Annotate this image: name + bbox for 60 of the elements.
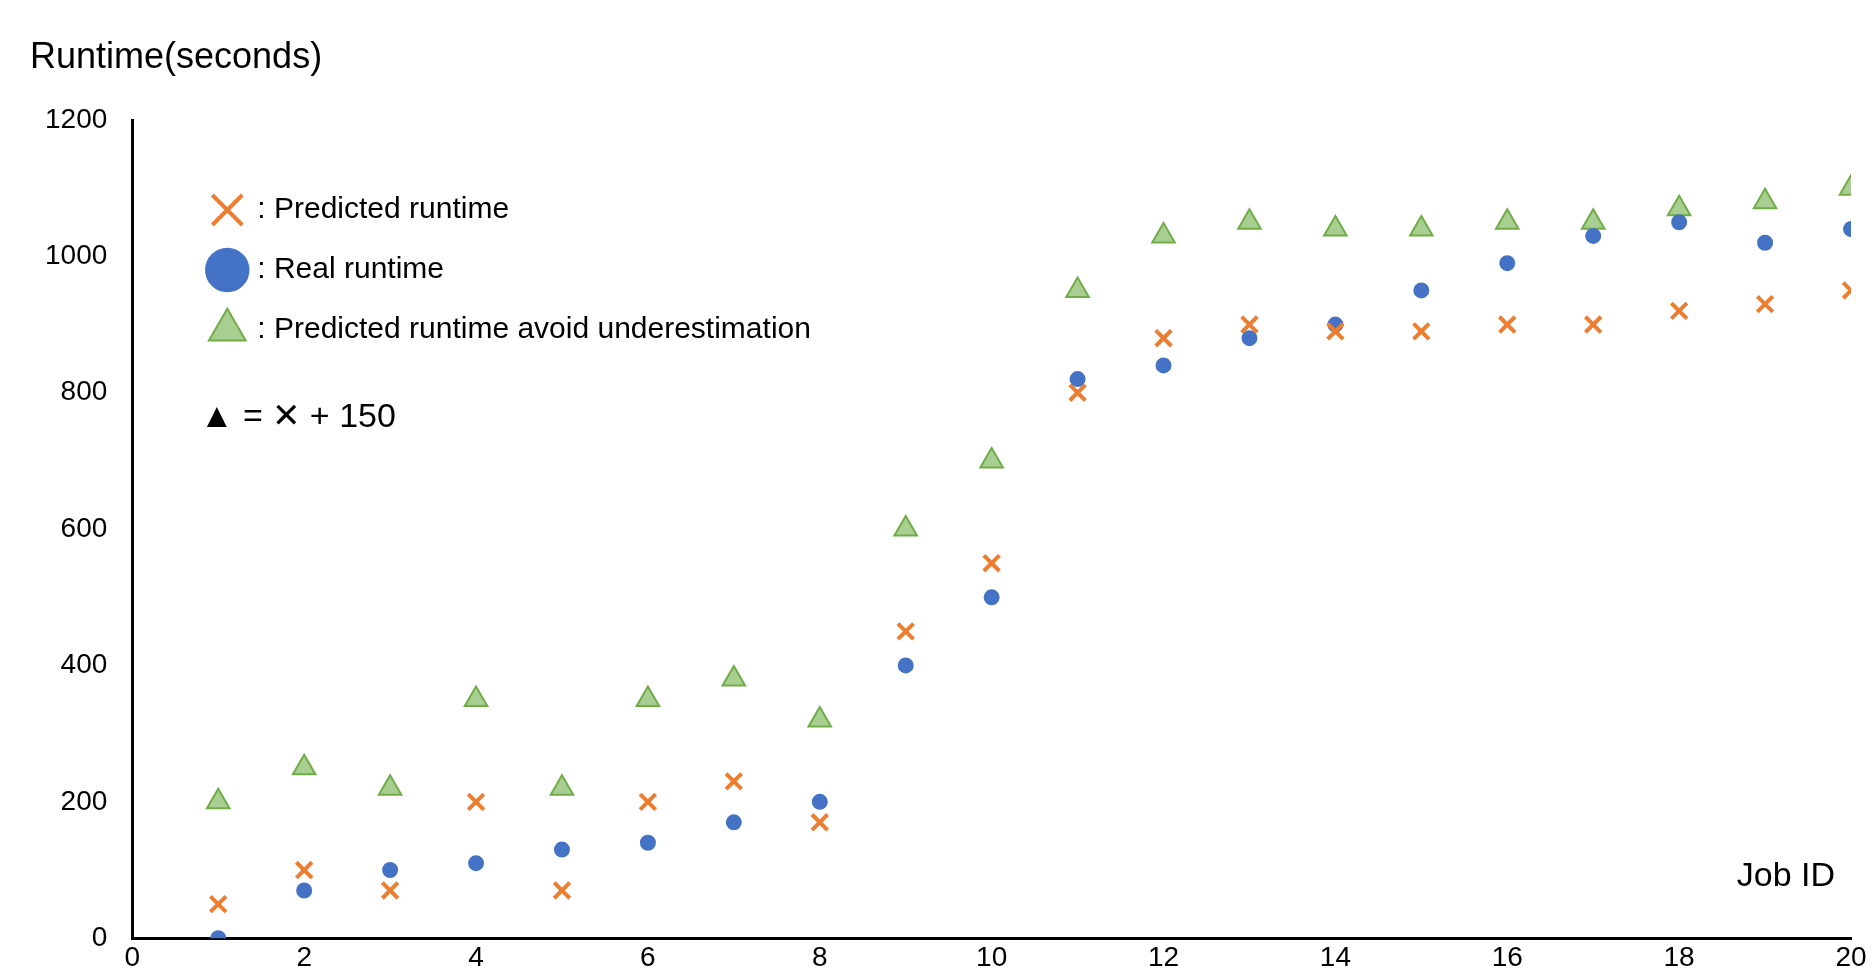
x-tick-label: 18 [1663,940,1695,972]
point [1411,321,1432,342]
point [724,771,744,792]
point [1583,314,1603,335]
x-tick-label: 16 [1491,940,1523,972]
point [382,862,399,879]
point [895,621,916,642]
x-tick-label: 20 [1835,940,1867,972]
point [1671,214,1688,231]
point [1155,357,1172,374]
point [552,880,572,901]
point [638,792,658,812]
x-tick-label: 12 [1147,940,1180,972]
legend-label: : Predicted runtime avoid underestimation [257,311,811,345]
y-tick-label: 0 [91,920,108,952]
y-tick-label: 800 [60,375,108,407]
point [725,814,742,831]
y-axis-title: Runtime(seconds) [30,35,323,77]
point [553,841,570,858]
y-tick-label: 400 [60,648,108,680]
x-tick-label: 10 [976,940,1008,972]
point [1499,255,1516,272]
y-tick-label: 200 [60,784,108,816]
point [208,894,228,914]
x-tick-label: 14 [1319,940,1351,972]
point [294,860,314,880]
x-tick-label: 0 [124,940,141,972]
x-axis-title: Job ID [1736,855,1835,894]
legend-label: : Predicted runtime [257,191,510,225]
x-tick-label: 8 [811,940,828,972]
point [897,657,914,674]
point [639,834,656,851]
x-tick-label: 2 [296,940,312,972]
point [468,855,485,872]
point [1325,321,1346,342]
y-tick-label: 600 [60,511,108,543]
point [466,792,486,812]
x-tick-label: 6 [640,940,656,972]
point [1239,314,1260,335]
x-tick-label: 4 [468,940,484,972]
point [1413,282,1430,299]
point [1067,382,1088,403]
legend-label: : Real runtime [257,251,445,285]
point [981,553,1002,573]
point [1669,301,1689,321]
point [296,882,313,899]
point [810,812,830,833]
point [1757,234,1774,251]
point [811,793,828,810]
point [380,880,400,901]
y-tick-label: 1000 [44,239,108,271]
point [1069,371,1086,388]
point [1153,328,1174,348]
annotation: ▲ = ✕ + 150 [200,395,396,435]
y-tick-label: 1200 [44,102,108,134]
point [1755,294,1775,314]
point [1497,314,1518,335]
point [983,589,1000,606]
point [1585,227,1602,244]
point [1241,330,1258,347]
